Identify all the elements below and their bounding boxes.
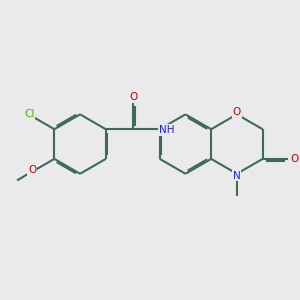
Text: O: O [129, 92, 137, 102]
Text: NH: NH [159, 125, 175, 135]
Text: N: N [233, 170, 241, 181]
Text: O: O [28, 165, 36, 175]
Text: O: O [233, 107, 241, 117]
Text: O: O [290, 154, 298, 164]
Text: Cl: Cl [24, 109, 35, 119]
